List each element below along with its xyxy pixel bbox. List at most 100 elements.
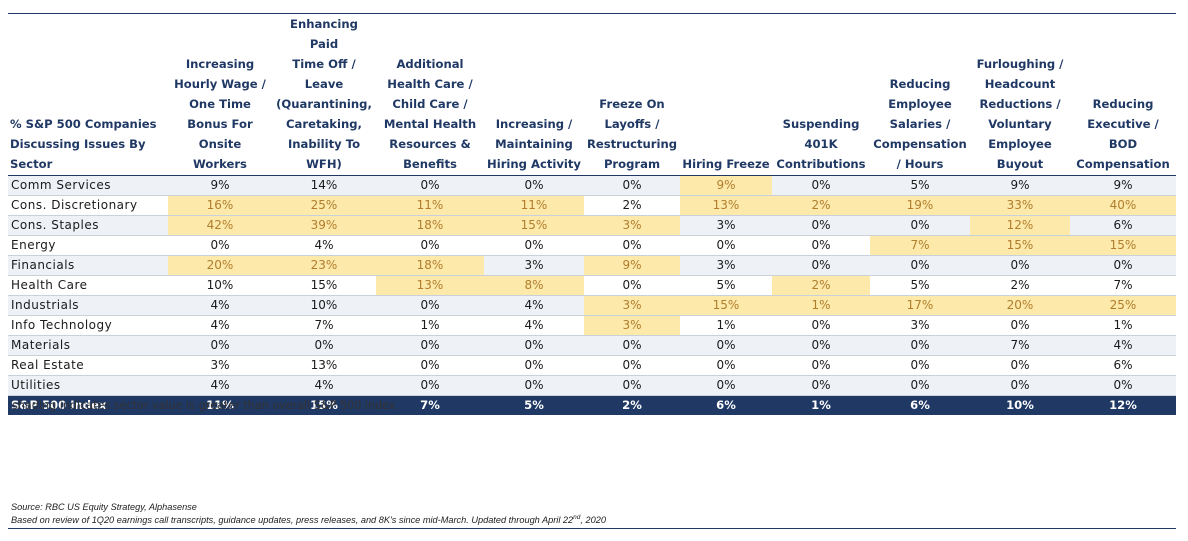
value-cell: 9% — [584, 255, 680, 276]
sector-label: Industrials — [8, 295, 168, 316]
value-cell: 15% — [1070, 235, 1176, 256]
table-body: Comm Services 9% 14% 0% 0% 0% 9% 0% 5% 9% 9% Cons. … — [8, 175, 1176, 415]
value-cell: 9% — [168, 175, 272, 196]
column-header: Hiring Freeze — [680, 14, 772, 176]
value-cell: 25% — [1070, 295, 1176, 316]
table-row: Financials 20% 23% 18% 3% 9% 3% 0% 0% 0% 0% — [8, 255, 1176, 276]
value-cell: 0% — [772, 235, 870, 256]
sector-label: Cons. Staples — [8, 215, 168, 236]
value-cell: 5% — [870, 275, 970, 296]
table-row: Cons. Discretionary 16% 25% 11% 11% 2% 13% 2% 19… — [8, 195, 1176, 216]
sector-label: Materials — [8, 335, 168, 356]
value-cell: 9% — [970, 175, 1070, 196]
value-cell: 0% — [484, 335, 584, 356]
value-cell: 4% — [484, 295, 584, 316]
value-cell: 7% — [870, 235, 970, 256]
value-cell: 0% — [584, 335, 680, 356]
value-cell: 0% — [1070, 255, 1176, 276]
value-cell: 3% — [680, 255, 772, 276]
value-cell: 0% — [772, 315, 870, 336]
table-row: Materials 0% 0% 0% 0% 0% 0% 0% 0% 7% 4% — [8, 335, 1176, 356]
value-cell: 3% — [680, 215, 772, 236]
value-cell: 4% — [272, 235, 376, 256]
column-header: Reducing Employee Salaries / Compensatio… — [870, 14, 970, 176]
value-cell: 0% — [272, 335, 376, 356]
table-row: Energy 0% 4% 0% 0% 0% 0% 0% 7% 15% 15% — [8, 235, 1176, 256]
value-cell: 0% — [484, 235, 584, 256]
value-cell: 2% — [584, 195, 680, 216]
value-cell: 0% — [376, 355, 484, 376]
value-cell: 13% — [680, 195, 772, 216]
column-header: Freeze On Layoffs / Restructuring Progra… — [584, 14, 680, 176]
value-cell: 7% — [970, 335, 1070, 356]
value-cell: 11% — [376, 195, 484, 216]
index-value-cell: 5% — [484, 395, 584, 415]
value-cell: 2% — [772, 275, 870, 296]
value-cell: 0% — [970, 375, 1070, 396]
value-cell: 0% — [680, 355, 772, 376]
sector-label: Utilities — [8, 375, 168, 396]
value-cell: 13% — [272, 355, 376, 376]
value-cell: 3% — [484, 255, 584, 276]
value-cell: 0% — [584, 175, 680, 196]
value-cell: 1% — [1070, 315, 1176, 336]
sector-label: Health Care — [8, 275, 168, 296]
sector-label: Cons. Discretionary — [8, 195, 168, 216]
index-value-cell: 10% — [970, 395, 1070, 415]
header-sector-label: % S&P 500 Companies Discussing Issues By… — [8, 14, 168, 176]
value-cell: 1% — [376, 315, 484, 336]
value-cell: 1% — [680, 315, 772, 336]
value-cell: 0% — [772, 215, 870, 236]
value-cell: 2% — [970, 275, 1070, 296]
column-header: Increasing Hourly Wage / One Time Bonus … — [168, 14, 272, 176]
value-cell: 5% — [680, 275, 772, 296]
value-cell: 15% — [484, 215, 584, 236]
value-cell: 0% — [680, 335, 772, 356]
value-cell: 0% — [168, 335, 272, 356]
bottom-rule — [8, 528, 1176, 529]
sector-label: Info Technology — [8, 315, 168, 336]
value-cell: 0% — [680, 235, 772, 256]
value-cell: 3% — [584, 295, 680, 316]
index-value-cell: 15% — [272, 395, 376, 415]
column-header: Furloughing / Headcount Reductions / Vol… — [970, 14, 1070, 176]
value-cell: 4% — [168, 295, 272, 316]
index-value-cell: 11% — [168, 395, 272, 415]
value-cell: 0% — [870, 375, 970, 396]
value-cell: 0% — [1070, 375, 1176, 396]
column-header: Increasing / Maintaining Hiring Activity — [484, 14, 584, 176]
index-row: S&P 500 Index 11% 15% 7% 5% 2% 6% 1% 6% 10% 12% — [8, 395, 1176, 415]
value-cell: 0% — [584, 375, 680, 396]
value-cell: 14% — [272, 175, 376, 196]
value-cell: 0% — [168, 235, 272, 256]
value-cell: 4% — [1070, 335, 1176, 356]
value-cell: 11% — [484, 195, 584, 216]
value-cell: 40% — [1070, 195, 1176, 216]
index-value-cell: 2% — [584, 395, 680, 415]
value-cell: 8% — [484, 275, 584, 296]
value-cell: 20% — [970, 295, 1070, 316]
value-cell: 0% — [376, 235, 484, 256]
value-cell: 4% — [484, 315, 584, 336]
value-cell: 17% — [870, 295, 970, 316]
value-cell: 7% — [272, 315, 376, 336]
value-cell: 0% — [484, 175, 584, 196]
value-cell: 3% — [870, 315, 970, 336]
value-cell: 9% — [1070, 175, 1176, 196]
value-cell: 4% — [168, 315, 272, 336]
value-cell: 3% — [168, 355, 272, 376]
value-cell: 19% — [870, 195, 970, 216]
value-cell: 10% — [272, 295, 376, 316]
table-row: Cons. Staples 42% 39% 18% 15% 3% 3% 0% 0% 12% 6% — [8, 215, 1176, 236]
value-cell: 13% — [376, 275, 484, 296]
sector-label: Comm Services — [8, 175, 168, 196]
value-cell: 6% — [1070, 215, 1176, 236]
table-row: Info Technology 4% 7% 1% 4% 3% 1% 0% 3% 0% 1% — [8, 315, 1176, 336]
value-cell: 0% — [772, 335, 870, 356]
value-cell: 0% — [584, 355, 680, 376]
value-cell: 5% — [870, 175, 970, 196]
column-header: Additional Health Care / Child Care / Me… — [376, 14, 484, 176]
table-row: Health Care 10% 15% 13% 8% 0% 5% 2% 5% 2% 7% — [8, 275, 1176, 296]
value-cell: 0% — [772, 355, 870, 376]
value-cell: 18% — [376, 255, 484, 276]
